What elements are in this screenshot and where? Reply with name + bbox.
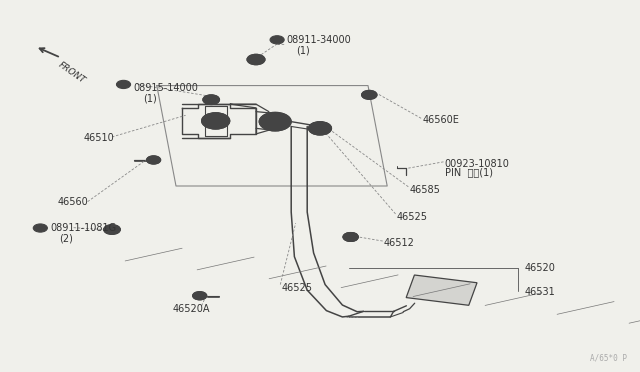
Text: 08911-34000: 08911-34000: [286, 35, 351, 45]
Text: 46560E: 46560E: [422, 115, 460, 125]
Circle shape: [193, 292, 207, 300]
Text: (1): (1): [143, 93, 156, 103]
Text: 46585: 46585: [410, 185, 440, 195]
Text: 08911-1081G: 08911-1081G: [50, 223, 116, 233]
Circle shape: [270, 36, 284, 44]
Circle shape: [247, 54, 265, 65]
Circle shape: [203, 95, 220, 105]
Text: 46525: 46525: [282, 283, 312, 294]
Text: N: N: [121, 82, 126, 87]
Text: (1): (1): [296, 45, 309, 55]
Text: PIN  ビン(1): PIN ビン(1): [445, 167, 493, 177]
Circle shape: [202, 113, 230, 129]
Circle shape: [362, 90, 377, 99]
Circle shape: [196, 294, 203, 298]
Circle shape: [252, 57, 260, 62]
Text: N: N: [275, 37, 280, 42]
Text: 46531: 46531: [525, 287, 556, 297]
Circle shape: [33, 224, 47, 232]
Circle shape: [259, 112, 291, 131]
Text: 00923-10810: 00923-10810: [445, 159, 509, 169]
Circle shape: [116, 80, 131, 89]
Text: 46520A: 46520A: [173, 304, 211, 314]
Circle shape: [366, 93, 372, 97]
Text: A/65*0 P: A/65*0 P: [590, 354, 627, 363]
Circle shape: [308, 122, 332, 135]
Text: 46510: 46510: [83, 133, 114, 143]
Circle shape: [343, 232, 358, 241]
Circle shape: [208, 98, 214, 102]
Text: 46560: 46560: [58, 197, 88, 207]
Polygon shape: [406, 275, 477, 305]
Text: FRONT: FRONT: [56, 60, 86, 85]
Circle shape: [147, 156, 161, 164]
Text: 46525: 46525: [397, 212, 428, 222]
Circle shape: [109, 228, 115, 231]
Text: (2): (2): [60, 234, 74, 244]
Text: N: N: [38, 225, 43, 231]
Circle shape: [150, 158, 157, 162]
Text: 46520: 46520: [525, 263, 556, 273]
Circle shape: [104, 225, 120, 234]
Text: 46512: 46512: [384, 238, 415, 248]
Text: 08915-14000: 08915-14000: [133, 83, 198, 93]
